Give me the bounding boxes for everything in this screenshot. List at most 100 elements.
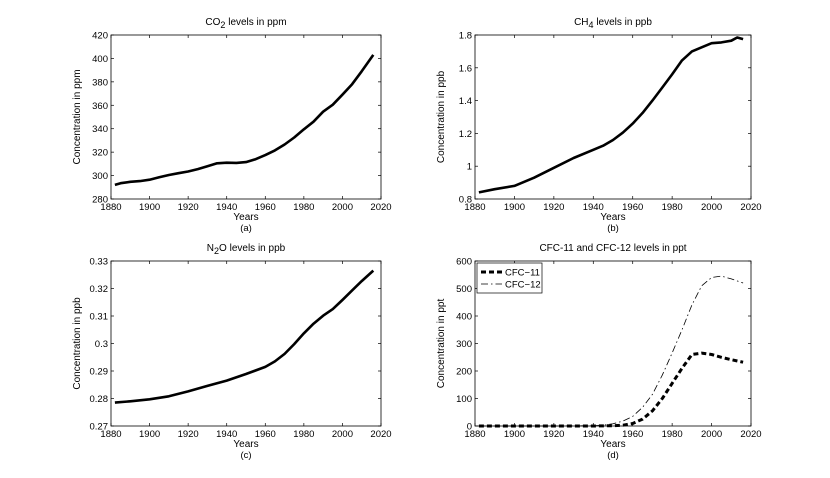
x-tick-label: 1880: [464, 202, 485, 213]
x-tick-label: 1940: [583, 429, 604, 440]
chart-title: N2O levels in ppb: [207, 243, 286, 256]
x-tick-label: 1940: [216, 202, 237, 213]
y-tick-label: 420: [92, 31, 108, 42]
x-tick-label: 1920: [543, 202, 564, 213]
panel-caption: (a): [240, 223, 252, 234]
x-tick-label: 1960: [255, 202, 276, 213]
x-tick-label: 2020: [740, 202, 761, 213]
panel-caption: (c): [240, 450, 251, 461]
chart-title-main: CFC-11 and CFC-12 levels in ppt: [539, 243, 686, 254]
plot-area: [110, 260, 382, 427]
y-axis-label: Concentration in ppm: [72, 69, 83, 164]
y-tick-label: 0.33: [90, 257, 109, 268]
y-axis-label: Concentration in ppb: [436, 70, 447, 163]
y-tick-label: 1.8: [459, 31, 472, 42]
chart-title-main: CH: [574, 17, 588, 28]
chart-title-rest: O levels in ppb: [219, 243, 286, 254]
x-tick-label: 1900: [139, 429, 160, 440]
plot-area: [110, 34, 382, 200]
chart-title-main: N: [207, 243, 214, 254]
chart-panel-4: 1880 1900 1920 1940 1960 1980 2000 2020 0 100 200 3…: [436, 243, 762, 461]
chart-panel-1: 1880 1900 1920 1940 1960 1980 2000 2020 280 300 32…: [72, 17, 392, 234]
series-line-cfc-11: [478, 351, 744, 428]
x-axis-label: Years: [233, 212, 258, 223]
y-tick-label: 0.28: [90, 394, 109, 405]
plot-area: [474, 34, 752, 200]
x-tick-label: 1900: [504, 429, 525, 440]
y-tick-label: 200: [456, 367, 472, 378]
y-tick-label: 400: [92, 54, 108, 65]
series-line-n2o: [114, 269, 375, 404]
panel-caption: (d): [607, 450, 619, 461]
y-tick-label: 100: [456, 394, 472, 405]
x-tick-label: 2000: [701, 429, 722, 440]
y-tick-label: 0.29: [90, 367, 109, 378]
y-tick-label: 360: [92, 101, 108, 112]
x-tick-label: 1940: [216, 429, 237, 440]
x-tick-label: 1960: [622, 429, 643, 440]
y-axis-label: Concentration in ppb: [72, 297, 83, 390]
x-tick-label: 2020: [740, 429, 761, 440]
chart-title: CFC-11 and CFC-12 levels in ppt: [539, 243, 686, 254]
y-tick-label: 320: [92, 148, 108, 159]
series-line-ch4: [478, 36, 744, 194]
y-tick-label: 280: [92, 195, 108, 206]
chart-title: CO2 levels in ppm: [205, 17, 286, 30]
chart-title-rest: levels in ppm: [225, 17, 286, 28]
x-axis-label: Years: [233, 439, 258, 450]
chart-title-subscript: 4: [589, 20, 594, 30]
y-axis-label: Concentration in ppt: [436, 299, 447, 389]
x-tick-label: 1980: [293, 429, 314, 440]
y-tick-label: 1: [467, 162, 472, 173]
y-tick-label: 300: [456, 339, 472, 350]
x-tick-label: 1960: [622, 202, 643, 213]
x-tick-label: 1900: [504, 202, 525, 213]
y-tick-label: 380: [92, 77, 108, 88]
x-tick-label: 1980: [662, 202, 683, 213]
y-tick-label: 0.8: [459, 195, 472, 206]
legend-entry: CFC−12: [505, 280, 541, 291]
x-tick-label: 1940: [583, 202, 604, 213]
y-tick-label: 300: [92, 171, 108, 182]
y-tick-label: 0: [467, 422, 472, 433]
chart-panel-3: 1880 1900 1920 1940 1960 1980 2000 2020 0.27 0.28…: [72, 243, 392, 461]
x-tick-label: 2000: [332, 429, 353, 440]
x-tick-label: 1900: [139, 202, 160, 213]
x-tick-label: 1920: [543, 429, 564, 440]
y-tick-label: 0.32: [90, 284, 109, 295]
y-tick-label: 1.4: [459, 96, 472, 107]
y-tick-label: 340: [92, 124, 108, 135]
x-tick-label: 1880: [100, 429, 121, 440]
legend-box: [476, 262, 543, 294]
y-tick-label: 0.31: [90, 312, 109, 323]
series-line-co2: [114, 54, 375, 187]
y-tick-label: 1.6: [459, 63, 472, 74]
chart-title-subscript: 2: [214, 246, 219, 256]
x-axis-label: Years: [600, 212, 625, 223]
panel-caption: (b): [607, 223, 619, 234]
y-tick-label: 600: [456, 257, 472, 268]
chart-title-main: CO: [205, 17, 220, 28]
x-tick-label: 1880: [464, 429, 485, 440]
x-axis-label: Years: [600, 439, 625, 450]
chart-title-subscript: 2: [220, 20, 225, 30]
x-tick-label: 1920: [178, 202, 199, 213]
x-tick-label: 2000: [332, 202, 353, 213]
chart-title: CH4 levels in ppb: [574, 17, 652, 30]
x-tick-label: 1980: [662, 429, 683, 440]
y-tick-label: 0.27: [90, 422, 109, 433]
y-tick-label: 400: [456, 312, 472, 323]
x-tick-label: 1920: [178, 429, 199, 440]
y-tick-label: 0.3: [95, 339, 108, 350]
x-tick-label: 1980: [293, 202, 314, 213]
x-tick-label: 2000: [701, 202, 722, 213]
x-tick-label: 2020: [370, 429, 391, 440]
x-tick-label: 2020: [370, 202, 391, 213]
x-tick-label: 1960: [255, 429, 276, 440]
series-line-cfc-12: [478, 275, 744, 427]
chart-panel-2: 1880 1900 1920 1940 1960 1980 2000 2020 0.8 1 1.2 1…: [436, 17, 762, 234]
y-tick-label: 1.2: [459, 129, 472, 140]
